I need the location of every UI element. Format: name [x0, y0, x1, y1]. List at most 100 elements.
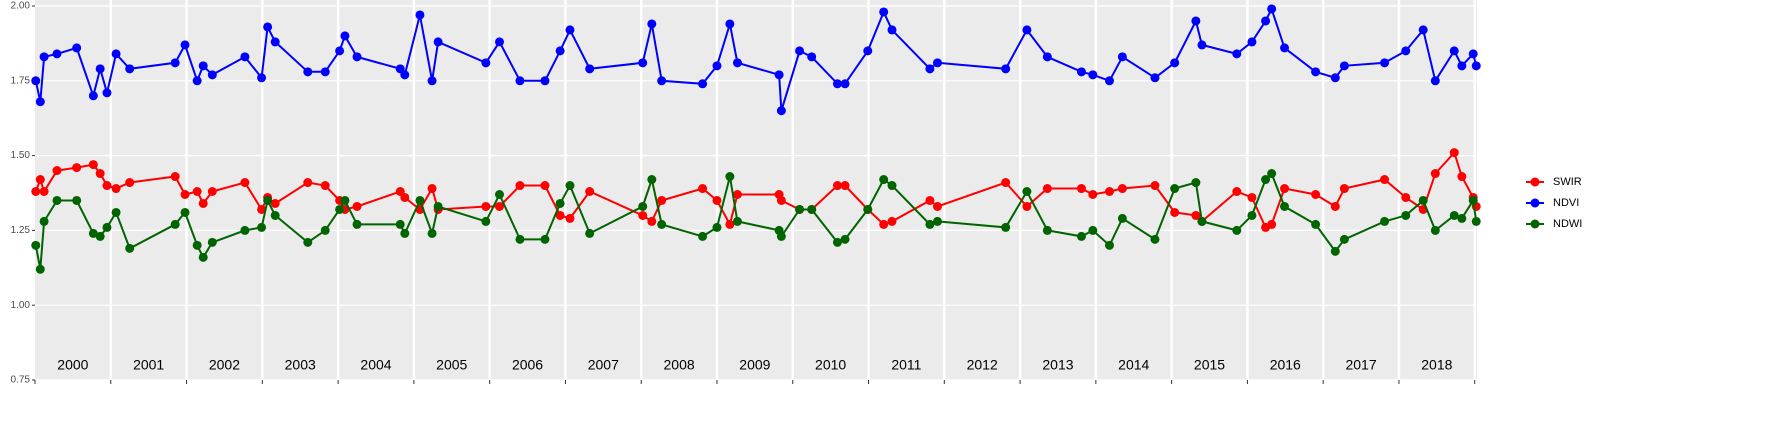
point	[52, 49, 62, 59]
point	[1430, 169, 1440, 179]
year-label: 2003	[285, 357, 316, 373]
point	[925, 64, 935, 74]
point	[1457, 61, 1467, 71]
year-label: 2012	[967, 357, 998, 373]
point	[515, 181, 525, 191]
point	[1247, 192, 1257, 202]
point	[776, 106, 786, 116]
legend-point	[1530, 177, 1540, 187]
point	[1042, 184, 1052, 194]
point	[1001, 178, 1011, 188]
point	[102, 88, 112, 98]
point	[879, 219, 889, 229]
point	[111, 49, 121, 59]
point	[1076, 231, 1086, 241]
point	[1267, 169, 1277, 179]
point	[1104, 240, 1114, 250]
point	[1261, 175, 1271, 185]
y-tick-label: 1.75	[11, 75, 31, 86]
point	[1449, 210, 1459, 220]
year-label: 2011	[891, 357, 921, 373]
point	[263, 195, 273, 205]
y-tick-label: 0.75	[11, 375, 31, 386]
legend-label: NDWI	[1553, 218, 1582, 230]
point	[925, 195, 935, 205]
point	[495, 201, 505, 211]
point	[1380, 58, 1390, 68]
legend-point	[1530, 219, 1540, 229]
point	[732, 58, 742, 68]
point	[481, 201, 491, 211]
point	[647, 216, 657, 226]
year-label: 2006	[512, 357, 543, 373]
point	[1471, 61, 1481, 71]
point	[72, 195, 82, 205]
year-label: 2004	[360, 357, 391, 373]
point	[39, 52, 49, 62]
point	[1170, 58, 1180, 68]
point	[52, 195, 62, 205]
point	[638, 210, 648, 220]
point	[1150, 73, 1160, 83]
point	[638, 201, 648, 211]
point	[585, 228, 595, 238]
point	[433, 201, 443, 211]
point	[1401, 46, 1411, 56]
year-label: 2008	[664, 357, 695, 373]
point	[320, 67, 330, 77]
point	[1280, 201, 1290, 211]
point	[1380, 175, 1390, 185]
point	[1449, 148, 1459, 158]
point	[88, 160, 98, 170]
point	[732, 216, 742, 226]
point	[52, 166, 62, 176]
point	[698, 79, 708, 89]
point	[657, 219, 667, 229]
point	[335, 204, 345, 214]
point	[1311, 219, 1321, 229]
point	[352, 52, 362, 62]
point	[887, 181, 897, 191]
point	[1001, 222, 1011, 232]
point	[180, 40, 190, 50]
point	[1022, 201, 1032, 211]
point	[72, 163, 82, 173]
point	[427, 228, 437, 238]
point	[320, 225, 330, 235]
year-label: 2018	[1421, 357, 1452, 373]
point	[832, 237, 842, 247]
point	[1339, 184, 1349, 194]
point	[565, 25, 575, 35]
point	[31, 76, 41, 86]
point	[1191, 178, 1201, 188]
point	[198, 252, 208, 262]
point	[725, 19, 735, 29]
point	[585, 187, 595, 197]
point	[207, 70, 217, 80]
point	[774, 70, 784, 80]
point	[657, 76, 667, 86]
point	[863, 46, 873, 56]
point	[400, 70, 410, 80]
point	[39, 216, 49, 226]
point	[340, 195, 350, 205]
point	[352, 201, 362, 211]
point	[1457, 213, 1467, 223]
point	[555, 210, 565, 220]
point	[1117, 184, 1127, 194]
point	[35, 264, 45, 274]
point	[1076, 184, 1086, 194]
point	[832, 181, 842, 191]
point	[88, 91, 98, 101]
point	[698, 231, 708, 241]
point	[1247, 37, 1257, 47]
point	[840, 234, 850, 244]
point	[863, 204, 873, 214]
point	[303, 237, 313, 247]
year-label: 2005	[436, 357, 467, 373]
point	[111, 207, 121, 217]
point	[1104, 187, 1114, 197]
point	[1311, 67, 1321, 77]
point	[515, 234, 525, 244]
point	[270, 210, 280, 220]
